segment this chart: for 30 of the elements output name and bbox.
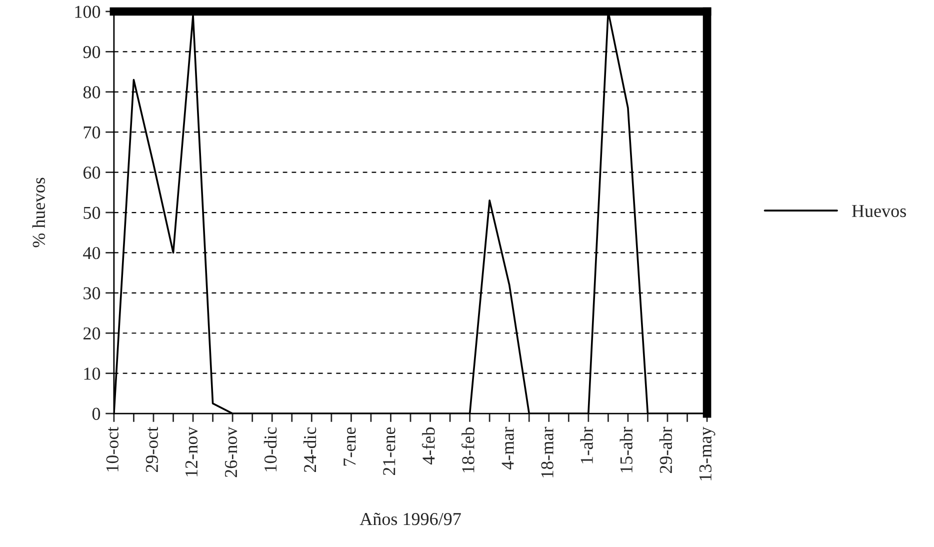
x-tick-label: 18-mar (541, 426, 554, 478)
x-tick-label: 18-feb (461, 427, 474, 472)
y-tick-label: 90 (83, 46, 100, 58)
x-tick-label: 10-oct (106, 426, 118, 472)
y-tick-label: 80 (83, 86, 100, 98)
x-tick-label: 4-feb (422, 427, 435, 464)
y-tick-label: 60 (83, 166, 100, 179)
y-tick-label: 70 (84, 126, 100, 139)
x-tick-label: 4-mar (502, 426, 514, 470)
y-tick-label: 100 (75, 6, 100, 18)
y-tick-label: 50 (84, 206, 100, 219)
x-tick-label: 15-abr (620, 426, 632, 472)
y-tick-label: 30 (84, 287, 100, 300)
y-tick-label: 20 (83, 327, 100, 340)
x-tick-label: 12-nov (185, 426, 198, 476)
y-tick-label: 0 (92, 408, 100, 420)
y-tick-label: 40 (83, 246, 100, 260)
y-tick-label: 10 (84, 368, 100, 380)
x-tick-label: 24-dic (303, 427, 316, 472)
x-tick-label: 21-ene (383, 427, 396, 476)
x-tick-label: 26-nov (224, 426, 238, 478)
x-axis-title: Años 1996/97 (360, 512, 461, 526)
y-axis-title: % huevos (32, 178, 46, 248)
legend-label: Huevos (852, 205, 906, 218)
x-tick-label: 13-may (699, 426, 716, 480)
x-tick-label: 29-oct (146, 426, 158, 472)
x-tick-label: 10-dic (264, 427, 277, 472)
x-tick-label: 7-ene (344, 427, 356, 466)
x-tick-label: 1-abr (580, 426, 593, 464)
x-tick-label: 29-abr (659, 426, 672, 474)
